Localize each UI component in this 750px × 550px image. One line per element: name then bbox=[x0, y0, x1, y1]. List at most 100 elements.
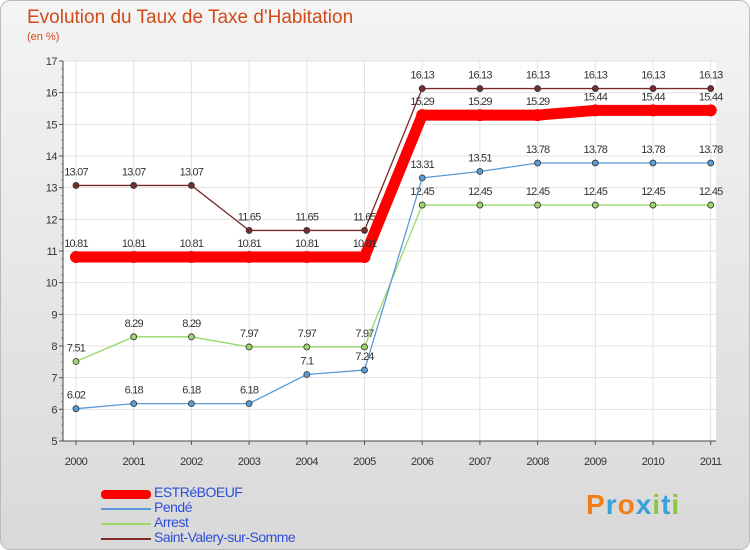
data-point bbox=[473, 109, 486, 122]
y-tick-label: 13 bbox=[46, 183, 58, 195]
data-label: 6.18 bbox=[240, 385, 259, 397]
data-point bbox=[707, 201, 715, 209]
y-tick-label: 11 bbox=[47, 246, 58, 258]
x-tick-label: 2008 bbox=[526, 456, 549, 468]
data-point bbox=[187, 400, 195, 408]
logo-letter: t bbox=[661, 489, 672, 520]
legend-label: ESTRéBOEUF bbox=[154, 484, 243, 500]
legend-label: Arrest bbox=[154, 514, 189, 530]
data-label: 7.97 bbox=[355, 328, 374, 340]
data-label: 12.45 bbox=[641, 186, 665, 198]
data-point bbox=[300, 251, 313, 264]
data-point bbox=[245, 400, 253, 408]
data-point bbox=[591, 201, 599, 209]
data-point bbox=[358, 251, 371, 264]
data-point bbox=[707, 159, 715, 167]
data-label: 16.13 bbox=[526, 70, 550, 82]
data-label: 12.45 bbox=[699, 186, 723, 198]
chart-unit-label: (en %) bbox=[27, 31, 60, 43]
data-label: 12.45 bbox=[410, 186, 434, 198]
x-tick-label: 2006 bbox=[411, 456, 434, 468]
data-label: 7.1 bbox=[300, 356, 314, 368]
data-label: 15.29 bbox=[526, 96, 550, 108]
data-label: 12.45 bbox=[526, 186, 550, 198]
data-label: 13.51 bbox=[468, 153, 492, 165]
x-tick-label: 2011 bbox=[700, 456, 722, 468]
series-line bbox=[70, 104, 717, 263]
data-point bbox=[591, 85, 599, 92]
data-point bbox=[245, 343, 253, 351]
logo-letter: r bbox=[605, 489, 618, 520]
data-point bbox=[707, 85, 715, 92]
proxiti-logo: Proxiti bbox=[586, 489, 680, 521]
data-point bbox=[130, 400, 138, 408]
data-point bbox=[187, 182, 195, 189]
data-label: 12.45 bbox=[468, 186, 492, 198]
x-tick-label: 2007 bbox=[469, 456, 492, 468]
data-point bbox=[185, 251, 198, 264]
data-point bbox=[361, 227, 368, 234]
data-point bbox=[534, 159, 541, 167]
data-point bbox=[589, 104, 602, 117]
data-label: 11.65 bbox=[238, 211, 261, 223]
data-label: 6.02 bbox=[67, 390, 86, 402]
x-tick-label: 2005 bbox=[353, 456, 376, 468]
y-tick-label: 7 bbox=[51, 373, 57, 385]
data-label: 16.13 bbox=[699, 70, 723, 82]
legend-swatch bbox=[101, 538, 151, 540]
series-line bbox=[75, 87, 712, 232]
legend-swatch bbox=[101, 490, 151, 499]
data-point bbox=[531, 109, 544, 122]
data-point bbox=[303, 371, 311, 378]
y-tick-label: 6 bbox=[51, 404, 57, 416]
data-label: 13.07 bbox=[64, 166, 88, 178]
data-point bbox=[704, 104, 717, 117]
data-point bbox=[361, 366, 368, 374]
y-tick-label: 16 bbox=[46, 88, 58, 100]
data-point bbox=[303, 343, 311, 351]
data-point bbox=[534, 201, 541, 209]
data-point bbox=[72, 358, 80, 365]
data-point bbox=[649, 201, 657, 209]
data-label: 16.13 bbox=[468, 70, 492, 82]
data-label: 7.97 bbox=[298, 328, 317, 340]
data-label: 15.29 bbox=[468, 96, 492, 108]
legend-label: Saint-Valery-sur-Somme bbox=[154, 529, 296, 545]
data-point bbox=[591, 159, 599, 167]
data-label: 16.13 bbox=[584, 70, 608, 82]
data-label: 6.18 bbox=[182, 385, 201, 397]
logo-letter: i bbox=[652, 489, 662, 520]
y-tick-label: 10 bbox=[46, 278, 58, 290]
data-label: 7.51 bbox=[67, 343, 86, 355]
data-label: 8.29 bbox=[125, 318, 144, 330]
data-label: 15.44 bbox=[584, 91, 608, 103]
data-point bbox=[130, 333, 138, 341]
y-tick-label: 17 bbox=[46, 56, 58, 68]
data-point bbox=[303, 227, 311, 234]
data-point bbox=[130, 182, 138, 189]
data-label: 13.78 bbox=[526, 144, 550, 156]
series-line bbox=[75, 162, 712, 410]
data-point bbox=[418, 201, 426, 209]
y-tick-label: 15 bbox=[46, 119, 58, 131]
chart-title: Evolution du Taux de Taxe d'Habitation bbox=[27, 7, 354, 28]
data-point bbox=[72, 182, 80, 189]
data-label: 10.81 bbox=[122, 238, 146, 250]
data-point bbox=[649, 159, 657, 167]
data-point bbox=[243, 251, 256, 264]
y-tick-label: 14 bbox=[46, 151, 58, 163]
data-label: 6.18 bbox=[125, 385, 144, 397]
data-label: 16.13 bbox=[410, 70, 434, 82]
x-tick-label: 2002 bbox=[180, 456, 203, 468]
data-label: 11.65 bbox=[295, 211, 318, 223]
y-tick-label: 9 bbox=[51, 309, 57, 321]
data-point bbox=[416, 109, 429, 122]
data-point bbox=[649, 85, 657, 92]
x-tick-label: 2000 bbox=[65, 456, 88, 468]
logo-letter: o bbox=[617, 489, 636, 520]
data-label: 13.31 bbox=[410, 159, 434, 171]
x-tick-label: 2003 bbox=[238, 456, 261, 468]
data-label: 10.81 bbox=[180, 238, 204, 250]
data-point bbox=[70, 251, 82, 264]
